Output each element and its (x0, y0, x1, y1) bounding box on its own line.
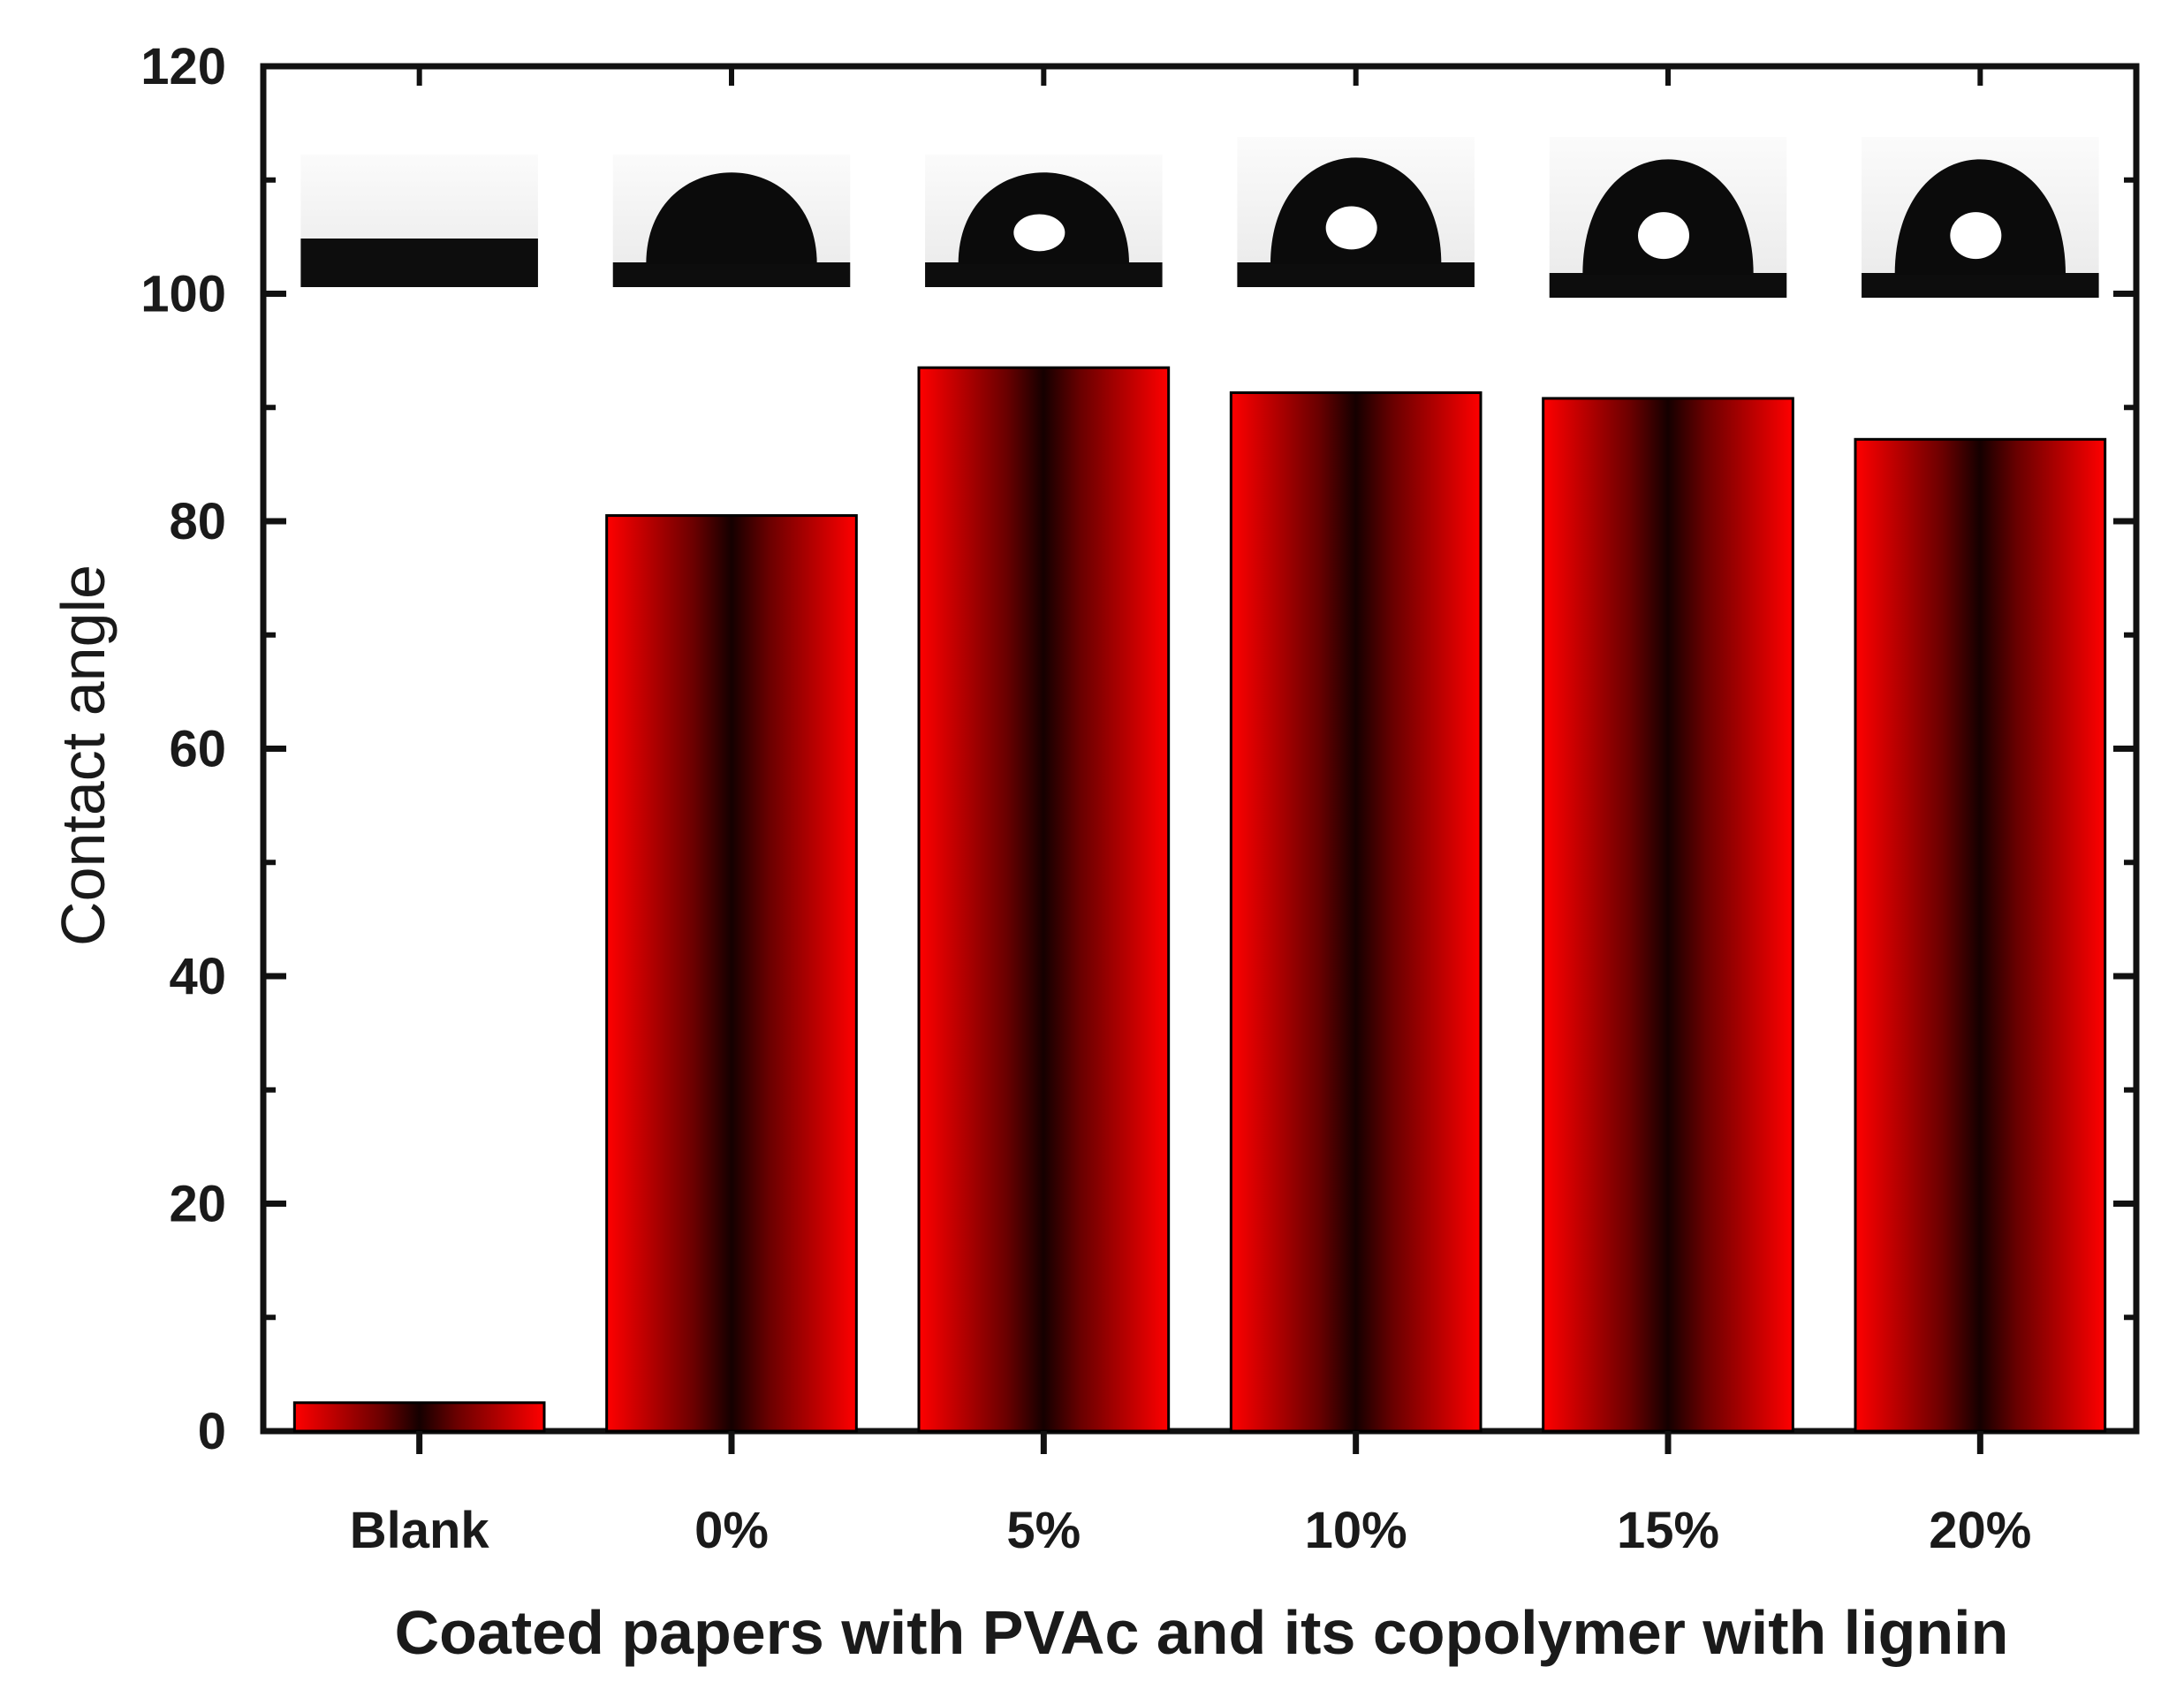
bar-blank (292, 1401, 546, 1433)
bar-0pct (605, 514, 858, 1433)
bar-5pct (917, 366, 1171, 1433)
y-tick-label-40: 40 (169, 948, 226, 1005)
y-tick-label-80: 80 (169, 493, 226, 550)
bar-10pct (1229, 391, 1483, 1433)
y-tick-label-60: 60 (169, 721, 226, 778)
water-droplet-photo-5 (1549, 137, 1787, 298)
axes-group (263, 63, 2136, 1454)
y-tick-label-100: 100 (140, 266, 226, 323)
x-category-label: 0% (694, 1502, 769, 1559)
x-category-label: Blank (350, 1502, 490, 1559)
water-droplet-photo-2 (612, 155, 851, 287)
x-category-label: 15% (1617, 1502, 1719, 1559)
water-droplet-photo-3 (925, 155, 1163, 287)
y-axis-title: Contact angle (49, 564, 118, 946)
water-droplet-photo-6 (1862, 137, 2099, 298)
inset-photos-group (300, 137, 2099, 298)
x-axis-title: Coated papers with PVAc and its copolyme… (395, 1598, 2009, 1667)
bar-15pct (1542, 397, 1794, 1433)
x-category-label: 5% (1006, 1502, 1081, 1559)
y-tick-label-20: 20 (169, 1176, 226, 1233)
plot-frame (260, 63, 2140, 1435)
flat-substrate-photo-1 (300, 155, 538, 287)
water-droplet-photo-4 (1237, 137, 1475, 287)
y-tick-label-0: 0 (198, 1403, 226, 1460)
bars-group (292, 366, 2107, 1433)
bar-20pct (1854, 437, 2107, 1433)
x-category-label: 20% (1929, 1502, 2031, 1559)
x-category-label: 10% (1305, 1502, 1407, 1559)
y-tick-label-120: 120 (140, 38, 226, 95)
